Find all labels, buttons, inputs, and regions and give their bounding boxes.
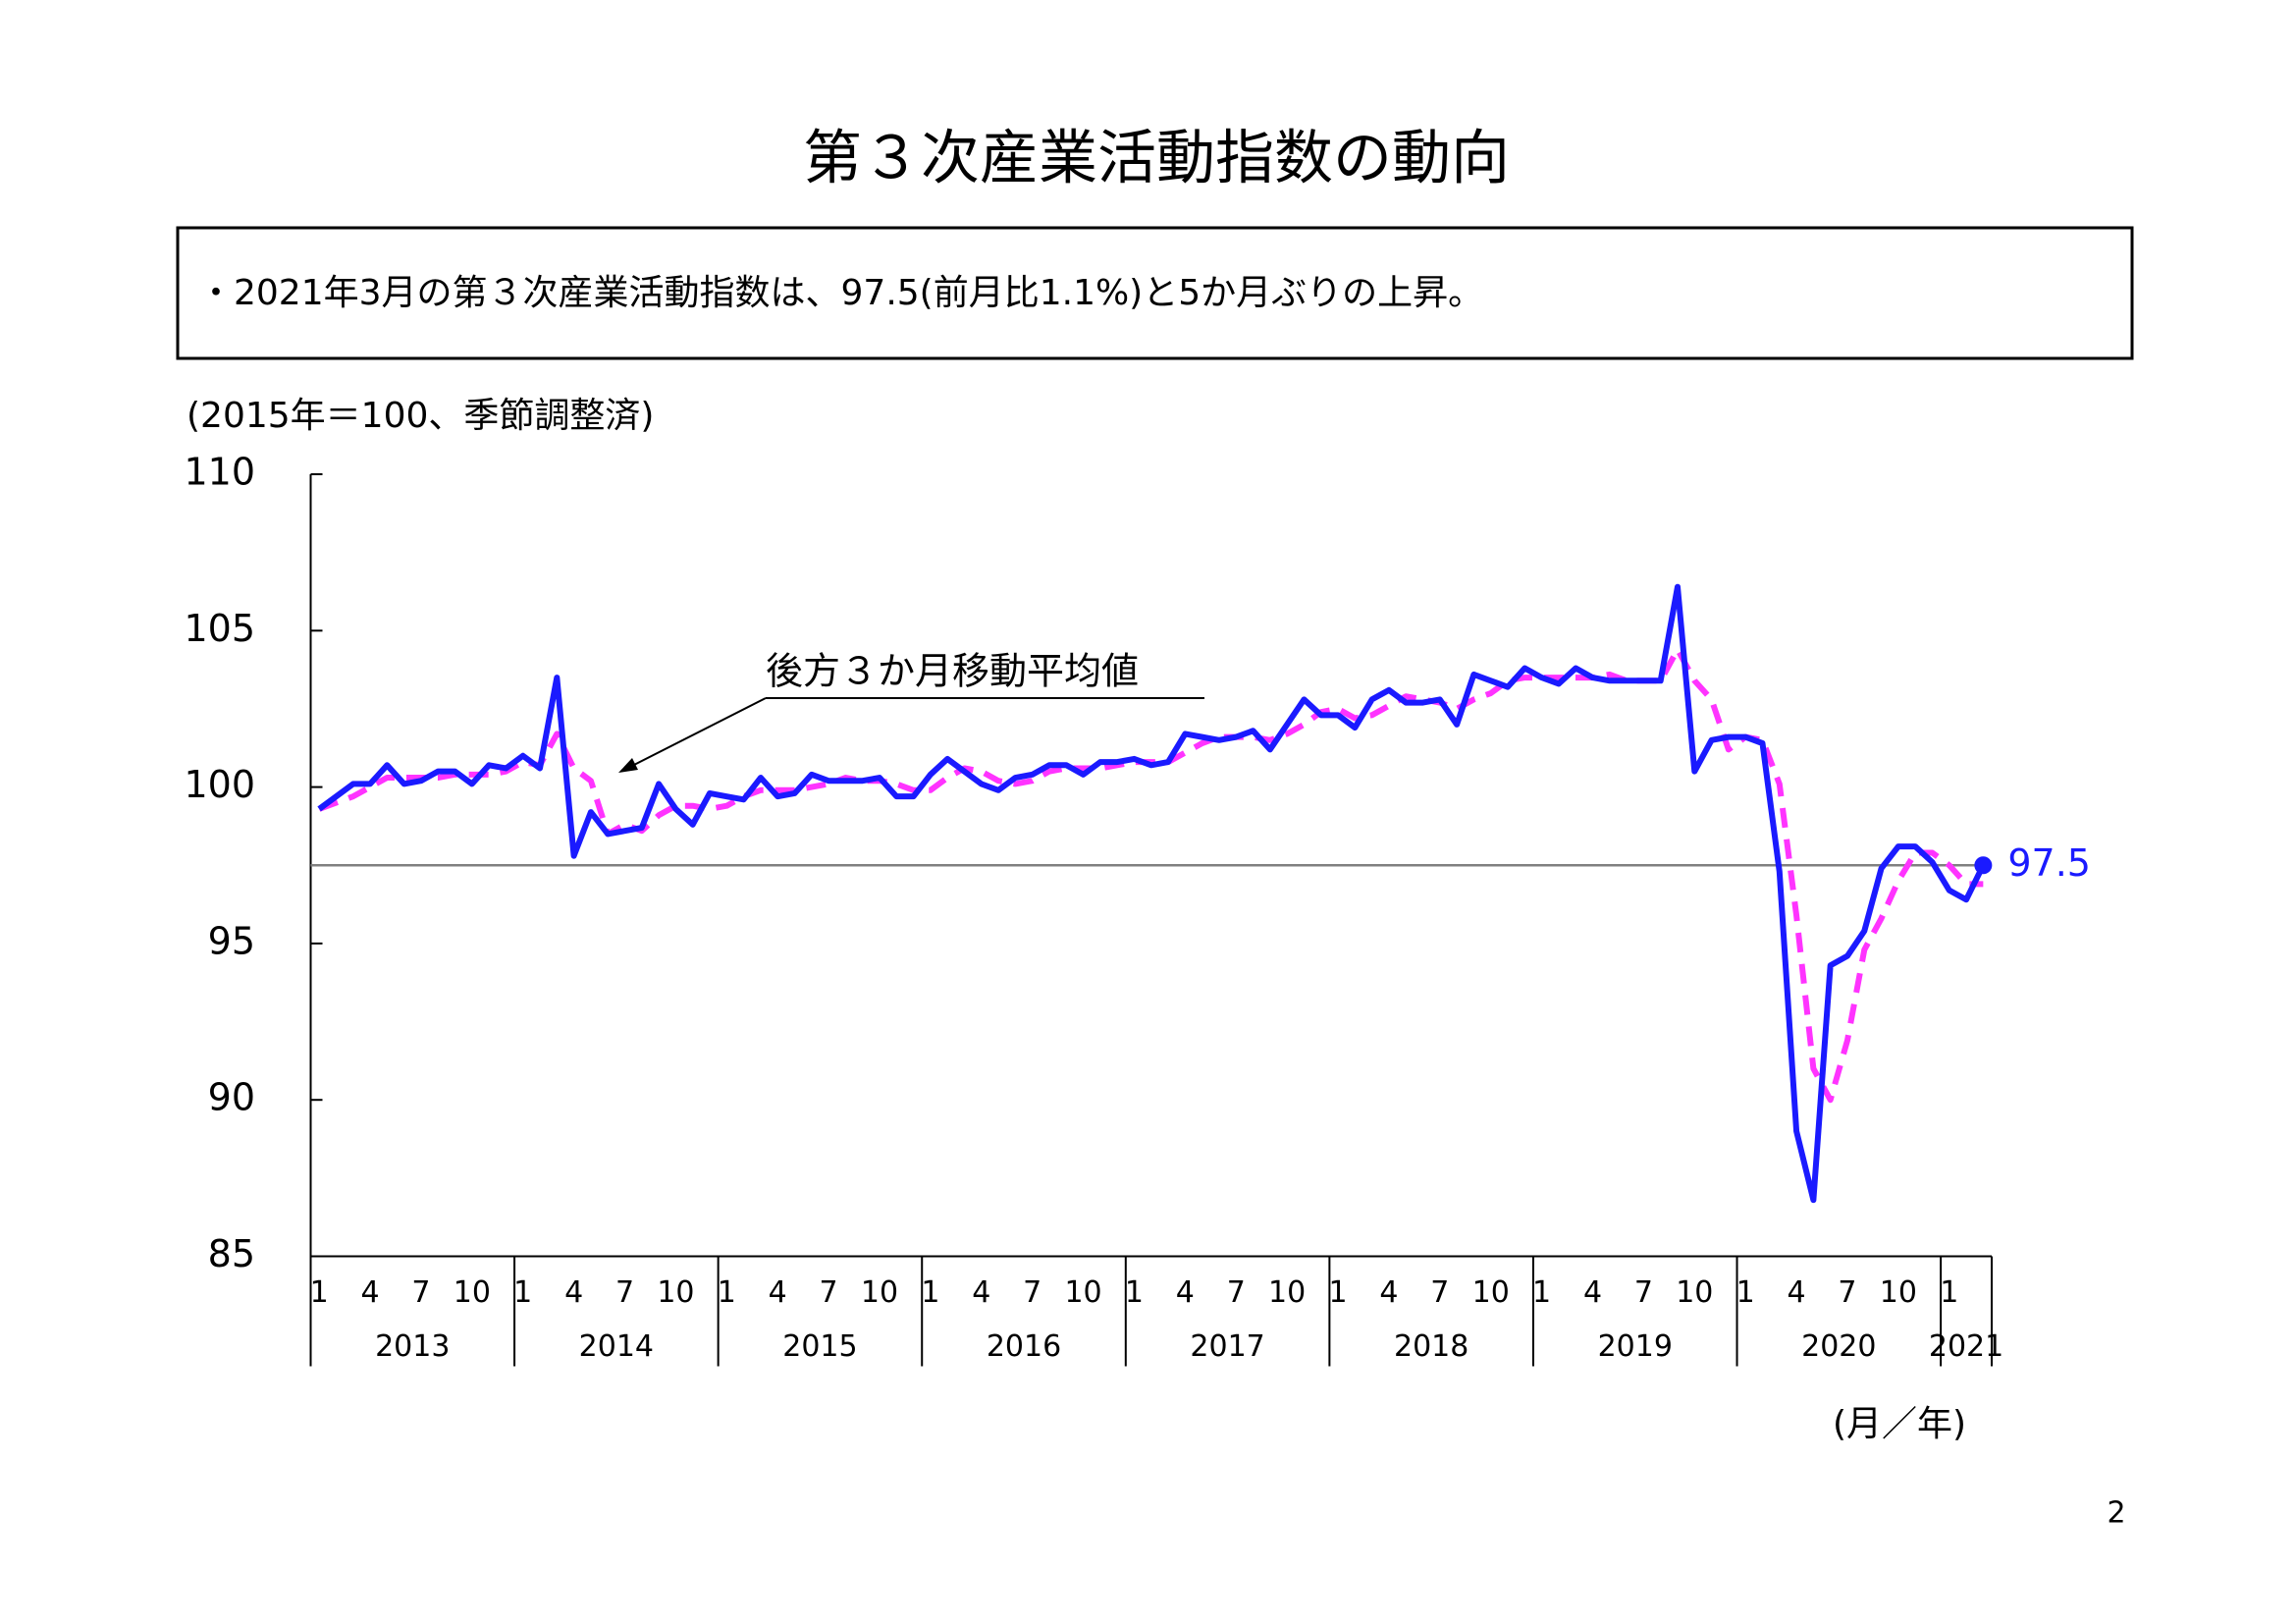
x-tick-label: 7: [1023, 1275, 1041, 1310]
year-label: 2018: [1394, 1329, 1468, 1364]
annotation-arrow: [627, 697, 767, 769]
x-tick-label: 7: [820, 1275, 838, 1310]
x-tick-label: 1: [1328, 1275, 1347, 1310]
x-tick-label: 1: [1940, 1275, 1958, 1310]
x-tick-label: 7: [1634, 1275, 1653, 1310]
page-number: 2: [2107, 1496, 2125, 1531]
summary-box: [176, 226, 2134, 360]
x-tick-label: 1: [310, 1275, 329, 1310]
x-tick-label: 7: [411, 1275, 430, 1310]
x-tick-label: 4: [1379, 1275, 1398, 1310]
x-tick-label: 1: [1532, 1275, 1551, 1310]
x-tick-label: 1: [513, 1275, 532, 1310]
x-tick-label: 10: [1268, 1275, 1306, 1310]
arrow-head: [618, 758, 638, 773]
year-label: 2019: [1598, 1329, 1673, 1364]
x-tick-label: 7: [1838, 1275, 1856, 1310]
series-line: [317, 583, 1987, 1204]
x-tick-label: 1: [1736, 1275, 1755, 1310]
x-tick-label: 10: [657, 1275, 694, 1310]
x-tick-label: 4: [564, 1275, 583, 1310]
x-axis-label: (月／年): [1833, 1404, 1966, 1444]
end-label: 97.5: [2007, 841, 2091, 885]
year-label: 2017: [1190, 1329, 1264, 1364]
x-tick-label: 4: [972, 1275, 990, 1310]
y-tick-label: 110: [184, 451, 255, 494]
x-tick-label: 10: [1472, 1275, 1510, 1310]
x-tick-label: 1: [1125, 1275, 1144, 1310]
x-tick-label: 4: [1583, 1275, 1602, 1310]
year-label: 2013: [375, 1329, 450, 1364]
summary-text: ・2021年3月の第３次産業活動指数は、97.5(前月比1.1%)と5か月ぶりの…: [198, 273, 1483, 313]
slide-title: 第３次産業活動指数の動向: [803, 125, 1510, 193]
x-tick-label: 10: [1064, 1275, 1101, 1310]
x-tick-label: 10: [454, 1275, 491, 1310]
year-label: 2014: [579, 1329, 654, 1364]
annotation: 後方３か月移動平均値: [766, 650, 1139, 693]
x-tick-label: 4: [769, 1275, 787, 1310]
y-tick-label: 95: [208, 919, 255, 962]
x-tick-label: 7: [1430, 1275, 1449, 1310]
x-tick-label: 7: [615, 1275, 634, 1310]
y-tick-label: 85: [208, 1232, 255, 1275]
year-label: 2020: [1801, 1329, 1876, 1364]
y-axis-label: (2015年＝100、季節調整済): [187, 396, 654, 436]
x-tick-label: 4: [1788, 1275, 1806, 1310]
x-tick-label: 10: [1676, 1275, 1713, 1310]
series-line: [318, 646, 1984, 1104]
y-tick-label: 105: [184, 607, 255, 650]
y-tick-label: 100: [184, 763, 255, 806]
x-tick-label: 10: [1880, 1275, 1917, 1310]
end-marker: [1974, 856, 1993, 875]
x-tick-label: 4: [1176, 1275, 1195, 1310]
x-tick-label: 10: [861, 1275, 898, 1310]
year-label: 2015: [782, 1329, 857, 1364]
x-tick-label: 1: [921, 1275, 939, 1310]
x-tick-label: 7: [1227, 1275, 1246, 1310]
y-tick-label: 90: [208, 1076, 255, 1119]
x-tick-label: 1: [718, 1275, 736, 1310]
year-label: 2016: [987, 1329, 1061, 1364]
x-tick-label: 4: [360, 1275, 379, 1310]
year-label: 2021: [1929, 1329, 2003, 1364]
